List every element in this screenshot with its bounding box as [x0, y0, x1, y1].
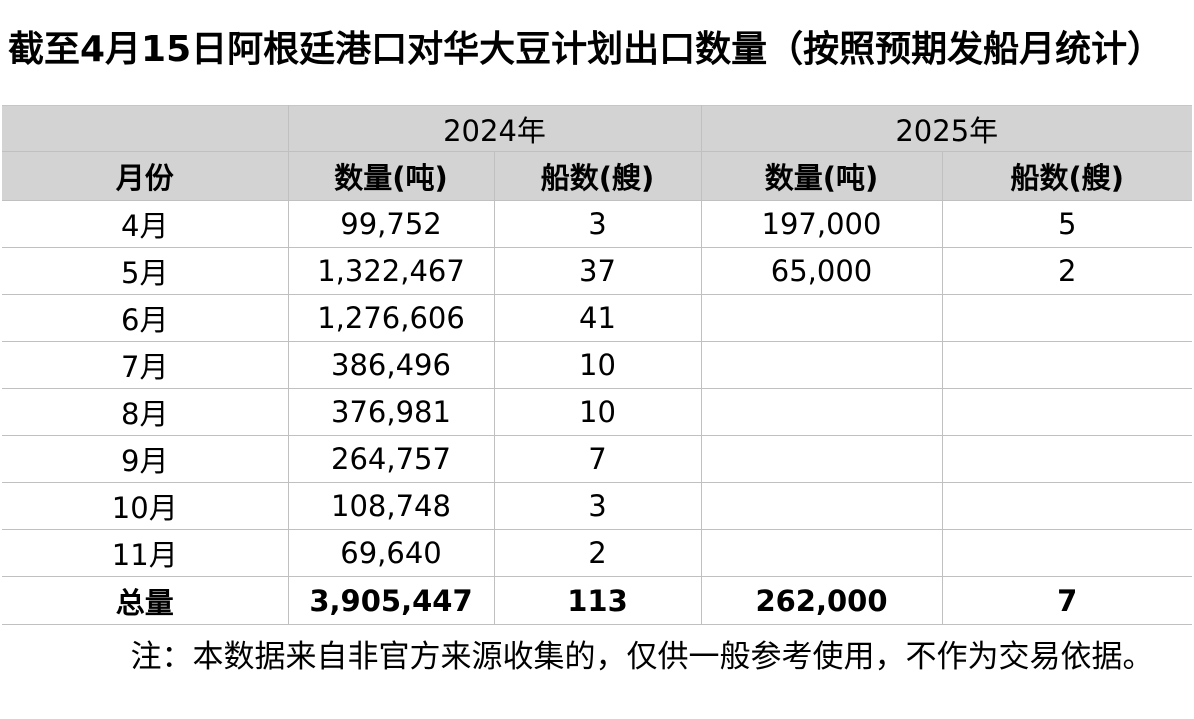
qty-2025-cell: [701, 529, 943, 577]
ships-2025-cell: [942, 294, 1192, 342]
ships-2025-cell: [942, 388, 1192, 436]
month-cell: 5月: [2, 247, 289, 295]
qty-2025-cell: [701, 435, 943, 483]
col-header-qty-2025: 数量(吨): [701, 151, 943, 201]
totals-ships-2024-cell: 113: [494, 576, 702, 625]
totals-qty-2024-cell: 3,905,447: [288, 576, 495, 625]
table-row: 5月 1,322,467 37 65,000 2: [2, 247, 1192, 295]
ships-2025-cell: 5: [942, 200, 1192, 248]
col-header-ships-2025: 船数(艘): [942, 151, 1192, 201]
table-row: 8月 376,981 10: [2, 388, 1192, 436]
col-header-month: 月份: [2, 151, 289, 201]
col-header-ships-2024: 船数(艘): [494, 151, 702, 201]
ships-2024-cell: 3: [494, 482, 702, 530]
month-cell: 8月: [2, 388, 289, 436]
qty-2025-cell: [701, 482, 943, 530]
ships-2024-cell: 3: [494, 200, 702, 248]
totals-qty-2025-cell: 262,000: [701, 576, 943, 625]
qty-2024-cell: 108,748: [288, 482, 495, 530]
ships-2025-cell: [942, 482, 1192, 530]
year-header-2025: 2025年: [701, 105, 1192, 152]
totals-row: 总量 3,905,447 113 262,000 7: [2, 576, 1192, 625]
corner-empty-cell: [2, 105, 289, 152]
ships-2024-cell: 37: [494, 247, 702, 295]
table-row: 7月 386,496 10: [2, 341, 1192, 389]
table-row: 10月 108,748 3: [2, 482, 1192, 530]
qty-2024-cell: 1,322,467: [288, 247, 495, 295]
ships-2025-cell: [942, 529, 1192, 577]
column-header-row: 月份 数量(吨) 船数(艘) 数量(吨) 船数(艘): [2, 151, 1192, 201]
qty-2024-cell: 264,757: [288, 435, 495, 483]
page-title: 截至4月15日阿根廷港口对华大豆计划出口数量（按照预期发船月统计）: [8, 29, 1164, 70]
month-cell: 4月: [2, 200, 289, 248]
year-header-2024: 2024年: [288, 105, 702, 152]
col-header-qty-2024: 数量(吨): [288, 151, 495, 201]
table-row: 4月 99,752 3 197,000 5: [2, 200, 1192, 248]
month-cell: 11月: [2, 529, 289, 577]
qty-2025-cell: 65,000: [701, 247, 943, 295]
ships-2025-cell: [942, 435, 1192, 483]
qty-2024-cell: 99,752: [288, 200, 495, 248]
ships-2024-cell: 10: [494, 341, 702, 389]
ships-2024-cell: 7: [494, 435, 702, 483]
month-cell: 10月: [2, 482, 289, 530]
qty-2025-cell: [701, 294, 943, 342]
qty-2024-cell: 69,640: [288, 529, 495, 577]
qty-2024-cell: 1,276,606: [288, 294, 495, 342]
ships-2024-cell: 10: [494, 388, 702, 436]
month-cell: 7月: [2, 341, 289, 389]
month-cell: 6月: [2, 294, 289, 342]
ships-2024-cell: 2: [494, 529, 702, 577]
qty-2024-cell: 376,981: [288, 388, 495, 436]
totals-label-cell: 总量: [2, 576, 289, 625]
table-row: 6月 1,276,606 41: [2, 294, 1192, 342]
qty-2025-cell: 197,000: [701, 200, 943, 248]
ships-2025-cell: 2: [942, 247, 1192, 295]
table-row: 11月 69,640 2: [2, 529, 1192, 577]
qty-2024-cell: 386,496: [288, 341, 495, 389]
qty-2025-cell: [701, 341, 943, 389]
footnote: 注：本数据来自非官方来源收集的，仅供一般参考使用，不作为交易依据。: [130, 639, 1154, 675]
month-cell: 9月: [2, 435, 289, 483]
ships-2024-cell: 41: [494, 294, 702, 342]
soybean-export-table: 2024年 2025年 月份 数量(吨) 船数(艘) 数量(吨) 船数(艘) 4…: [2, 105, 1192, 625]
year-header-row: 2024年 2025年: [2, 105, 1192, 152]
totals-ships-2025-cell: 7: [942, 576, 1192, 625]
ships-2025-cell: [942, 341, 1192, 389]
qty-2025-cell: [701, 388, 943, 436]
table-row: 9月 264,757 7: [2, 435, 1192, 483]
